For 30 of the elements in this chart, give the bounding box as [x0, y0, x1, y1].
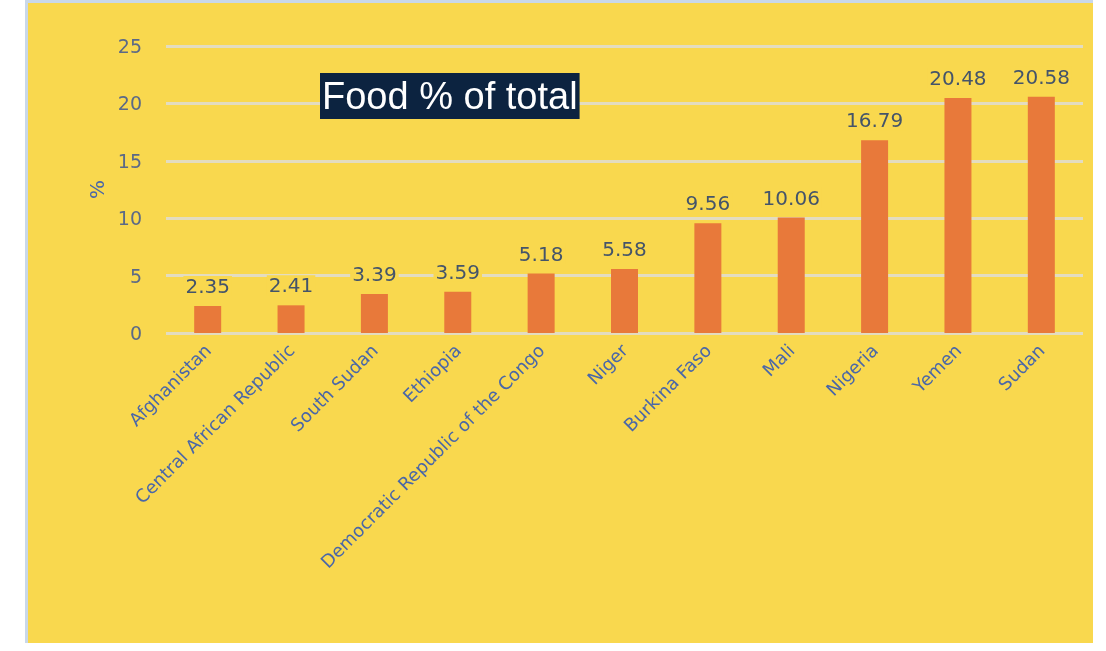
y-tick-label: 5 — [129, 264, 142, 287]
y-tick-label: 10 — [117, 207, 142, 230]
y-tick-label: 15 — [117, 149, 142, 172]
data-label: 5.18 — [518, 241, 564, 266]
bar — [277, 305, 305, 333]
bar — [360, 294, 388, 333]
y-axis-title: % — [84, 179, 109, 200]
y-tick-label: 20 — [117, 92, 142, 115]
y-tick-label: 0 — [129, 322, 142, 344]
data-label: 2.35 — [185, 274, 230, 299]
text: Food % of total — [322, 75, 578, 117]
bar — [527, 273, 555, 333]
bar — [194, 306, 222, 333]
bar — [444, 291, 472, 333]
data-label: 5.58 — [602, 236, 647, 261]
data-label: 3.39 — [352, 262, 397, 287]
bar — [1027, 96, 1055, 333]
bar — [694, 223, 722, 333]
data-label: 9.56 — [685, 191, 731, 216]
data-label: 2.41 — [268, 273, 314, 298]
data-label: 20.58 — [1012, 64, 1070, 89]
data-label: 16.79 — [845, 108, 904, 133]
bar — [944, 97, 972, 333]
y-tick-label: 25 — [117, 35, 142, 57]
bar — [777, 217, 805, 333]
bar — [611, 268, 638, 333]
data-label: 10.06 — [762, 185, 820, 210]
bar — [861, 140, 889, 333]
data-label: 20.48 — [929, 65, 987, 90]
data-label: 3.59 — [435, 259, 481, 284]
